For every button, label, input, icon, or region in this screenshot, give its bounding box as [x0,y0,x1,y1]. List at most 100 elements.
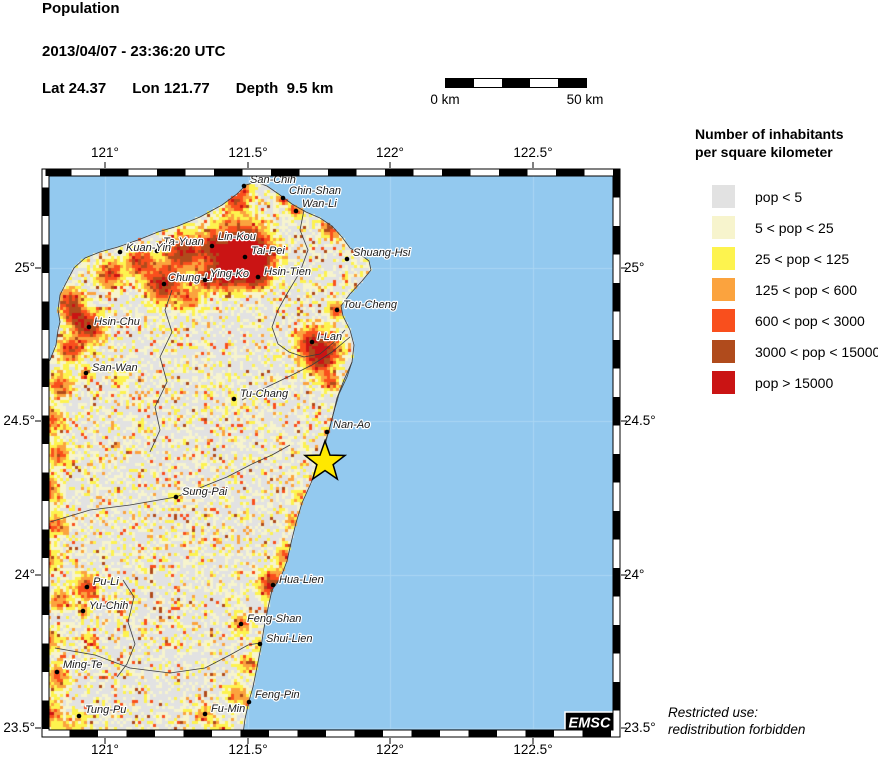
event-datetime: 2013/04/07 - 23:36:20 UTC [42,43,226,60]
legend-swatch [712,185,735,208]
axis-label-lon-bottom: 122° [376,742,404,757]
map-frame-band [42,169,620,737]
axis-label-lat-left: 24° [14,567,35,582]
city-marker [173,494,179,500]
city-label: Tung-Pu [85,704,126,716]
legend-item-label: 5 < pop < 25 [755,219,834,236]
city-label: Tai-Pei [251,245,285,257]
county-boundary [49,444,291,523]
county-boundary [241,336,351,401]
legend-item-label: 25 < pop < 125 [755,250,850,267]
axis-label-lat-right: 25° [624,260,645,275]
axis-label-lat-right: 24.5° [624,413,656,428]
county-boundary [271,209,346,358]
city-label: Hsin-Tien [264,266,311,278]
map-frame-inner [48,175,614,731]
restricted-use-line2: redistribution forbidden [668,722,806,737]
city-label: Tu-Chang [240,388,289,400]
city-marker [117,249,123,255]
legend-item-label: 600 < pop < 3000 [755,312,865,329]
county-boundary [54,642,261,674]
county-boundary [149,289,173,453]
legend-swatch [712,278,735,301]
axis-label-lon-top: 121.5° [228,145,268,160]
city-label: Ming-Te [63,659,102,671]
city-label: San-Wan [92,362,138,374]
legend-item: 125 < pop < 600 [712,278,878,301]
city-marker [309,339,315,345]
city-marker [209,243,215,249]
population-raster [45,172,617,734]
axis-label-lat-right: 23.5° [624,720,656,735]
page-title: Population [42,0,120,17]
scalebar-segment [530,79,558,87]
event-lon: Lon 121.77 [132,80,210,97]
city-marker [80,608,86,614]
scalebar-segment [446,79,474,87]
legend-swatch [712,340,735,363]
legend-item: 5 < pop < 25 [712,216,878,239]
restricted-use-line1: Restricted use: [668,705,759,720]
city-label: Chung-Li [168,272,213,284]
city-label: Shuang-Hsi [353,247,411,259]
legend-swatch [712,216,735,239]
city-label: Chin-Shan [289,185,341,197]
city-marker [334,307,340,313]
city-marker [54,669,60,675]
axis-label-lat-left: 23.5° [3,720,35,735]
city-marker [293,208,299,214]
axis-label-lon-top: 122.5° [513,145,553,160]
city-label: Feng-Shan [247,613,301,625]
city-label: Lin-Kou [218,231,256,243]
city-label: Fu-Min [211,703,245,715]
city-marker [76,713,82,719]
city-marker [324,429,330,435]
axis-label-lon-bottom: 121.5° [228,742,268,757]
coastline [44,181,372,735]
city-marker [280,195,286,201]
scalebar-segment [502,79,530,87]
city-label: Wan-Li [302,198,337,210]
city-label: Shui-Lien [266,633,312,645]
legend-title: Number of inhabitants per square kilomet… [695,125,878,161]
map-overlay: San-ChihChin-ShanWan-LiTa-YuanKuan-YinLi… [35,162,627,744]
event-lat: Lat 24.37 [42,80,107,97]
epicenter-star [302,438,348,481]
city-marker [154,248,160,254]
legend-item-label: pop < 5 [755,188,803,205]
scalebar-start-label: 0 km [430,92,460,107]
axis-label-lat-right: 24° [624,567,645,582]
city-label: Ying-Ko [210,268,249,280]
legend-item: pop > 15000 [712,371,878,394]
city-marker [161,281,167,287]
city-label: Kuan-Yin [126,242,171,254]
legend-swatch [712,371,735,394]
axis-label-lon-bottom: 121° [91,742,119,757]
event-location-line: Lat 24.37 Lon 121.77 Depth 9.5 km [42,80,359,97]
map-frame-dashes [42,169,620,737]
legend-item: 25 < pop < 125 [712,247,878,270]
map-scalebar [445,78,587,88]
city-label: Nan-Ao [333,419,370,431]
city-marker [202,277,208,283]
legend-title-line2: per square kilometer [695,144,833,160]
axis-label-lon-bottom: 122.5° [513,742,553,757]
county-boundary [116,579,136,678]
city-label: Yu-Chih [89,600,128,612]
city-marker [257,641,263,647]
scalebar-segment [474,79,502,87]
scalebar-segment [558,79,586,87]
legend-item: 3000 < pop < 15000 [712,340,878,363]
city-label: Feng-Pin [255,689,300,701]
population-map: San-Chih Chin-Shan Wan-Li Ta-Yuan Kuan-Yin Li… [3,145,655,757]
city-marker [255,274,261,280]
legend-rows: pop < 5 5 < pop < 25 25 < pop < 125 125 < p… [695,185,878,394]
city-marker [344,256,350,262]
city-label: Hsin-Chu [94,316,140,328]
axis-label-lon-top: 122° [376,145,404,160]
city-marker [242,254,248,260]
city-marker [241,183,247,189]
legend-item-label: pop > 15000 [755,374,834,391]
axis-label-lat-left: 24.5° [3,413,35,428]
legend-item-label: 125 < pop < 600 [755,281,857,298]
